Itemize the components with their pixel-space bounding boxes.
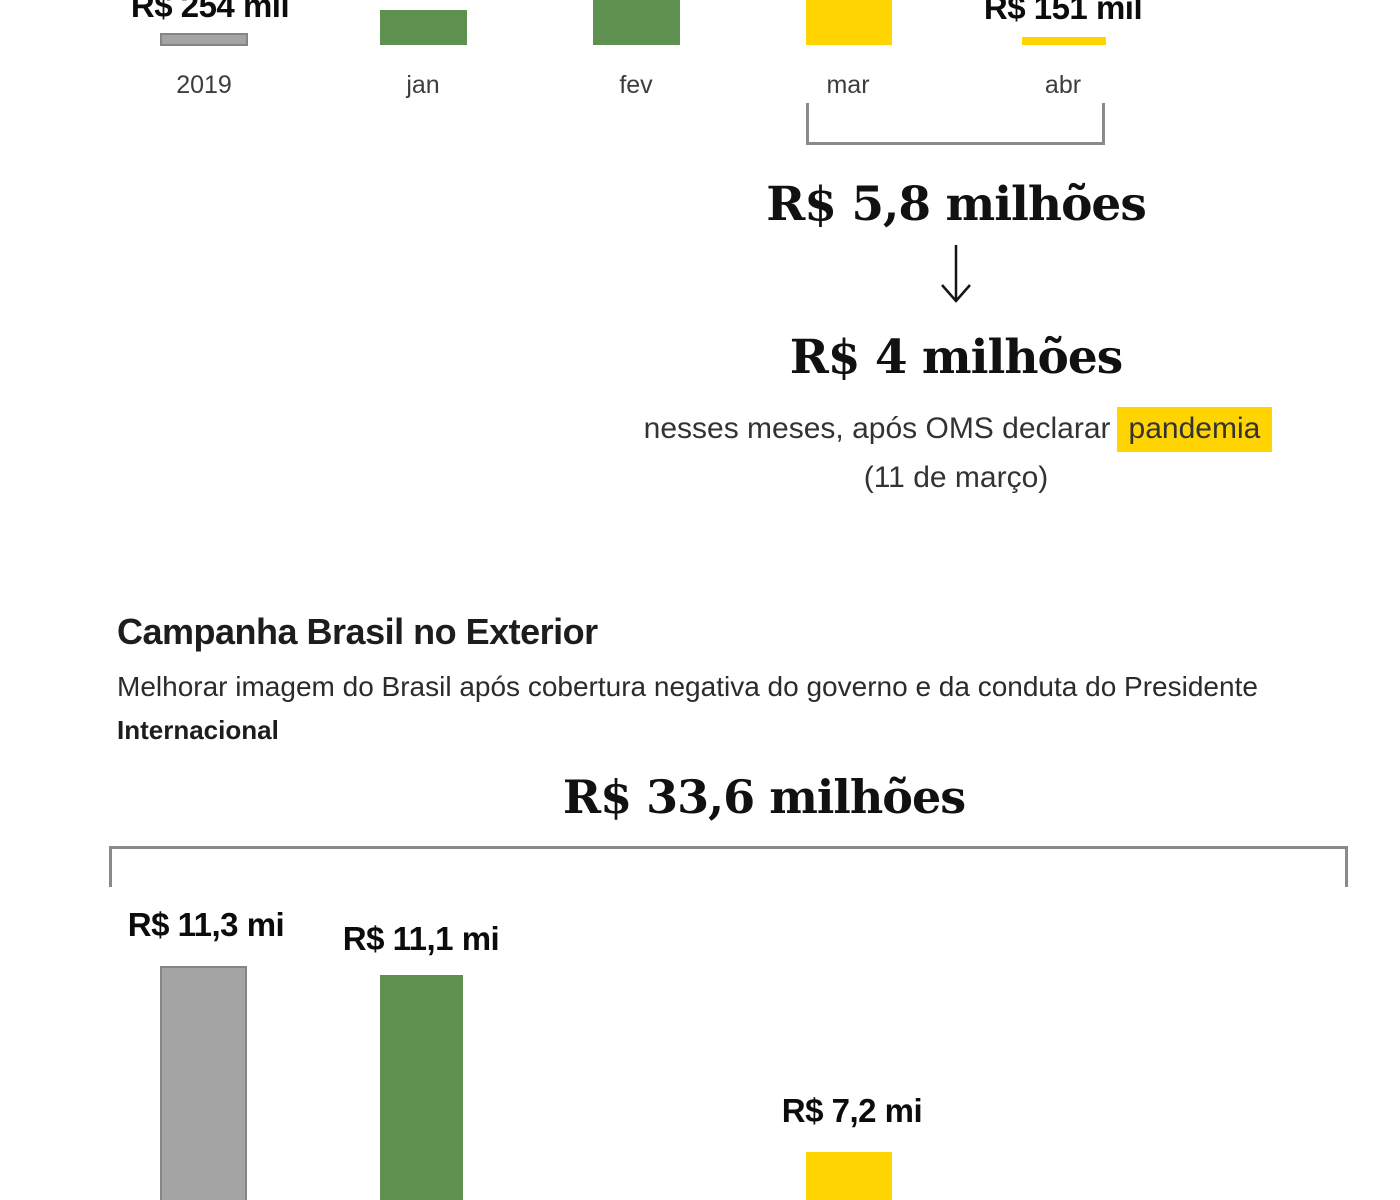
month-label-jan: jan	[406, 71, 440, 99]
bar-jan	[380, 10, 467, 45]
bar-value-abr: R$ 151 mil	[983, 0, 1143, 26]
reduced-total: R$ 4 milhões	[789, 330, 1124, 385]
group-bracket-mar-abr	[806, 103, 1105, 145]
bar-value-2019: R$ 254 mil	[130, 0, 290, 24]
campaign-bar-2	[380, 975, 463, 1200]
campaign-bar-1	[160, 966, 247, 1200]
month-label-abr: abr	[1044, 71, 1082, 99]
month-label-mar: mar	[826, 71, 870, 99]
month-label-fev: fev	[619, 71, 653, 99]
campaign-objective: Melhorar imagem do Brasil após cobertura…	[117, 671, 1258, 702]
pandemic-note-text: nesses meses, após OMS declarar	[643, 412, 1111, 445]
bar-fev	[593, 0, 680, 45]
bar-abr	[1022, 37, 1106, 45]
bar-2019	[160, 33, 248, 46]
campaign-scope: Internacional	[117, 715, 279, 745]
bar-mar	[806, 0, 892, 45]
pandemic-note: nesses meses, após OMS declarar pandemia	[608, 404, 1308, 454]
campaign-bar-value-1: R$ 11,3 mi	[127, 906, 285, 943]
campaign-bracket	[109, 846, 1348, 887]
campaign-total: R$ 33,6 milhões	[562, 770, 966, 824]
month-label-2019: 2019	[176, 71, 232, 99]
group-total: R$ 5,8 milhões	[766, 177, 1147, 232]
campaign-bar-value-2: R$ 11,1 mi	[342, 920, 500, 957]
pandemic-highlight: pandemia	[1116, 407, 1273, 452]
note-date: (11 de março)	[863, 461, 1049, 494]
campaign-title: Campanha Brasil no Exterior	[117, 611, 598, 652]
campaign-bar-3	[806, 1152, 892, 1200]
down-arrow-icon	[941, 245, 971, 303]
campaign-bar-value-3: R$ 7,2 mi	[781, 1092, 923, 1129]
